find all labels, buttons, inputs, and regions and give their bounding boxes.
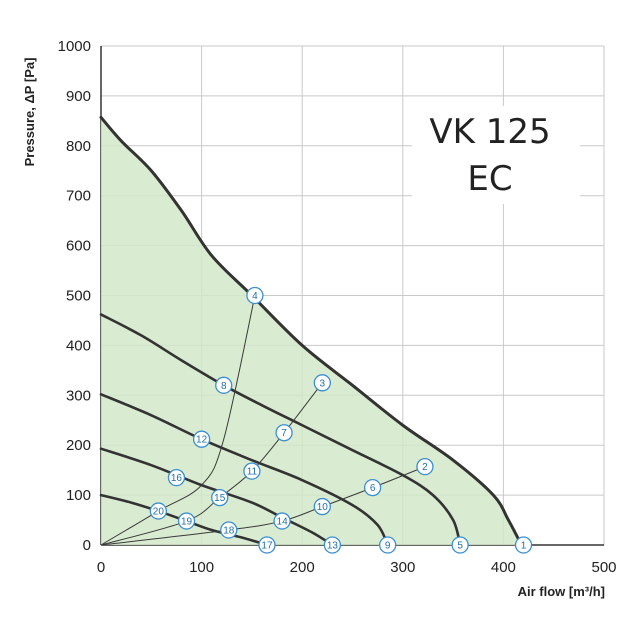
x-tick-label-3: 300 (390, 559, 415, 576)
marker-label-20: 20 (153, 507, 165, 518)
marker-9: 9 (379, 536, 397, 554)
marker-circle-5 (451, 536, 469, 554)
marker-circle-2 (416, 458, 434, 476)
marker-8: 8 (215, 376, 233, 394)
y-tick-label-8: 800 (66, 138, 91, 155)
marker-circle-17 (258, 536, 276, 554)
title-line-1: VK 125 (429, 112, 550, 152)
marker-13: 13 (323, 536, 342, 554)
marker-label-6: 6 (370, 483, 376, 494)
marker-label-13: 13 (327, 541, 339, 552)
y-tick-label-10: 1000 (58, 38, 91, 55)
marker-circle-9 (379, 536, 397, 554)
fan-curve-4 (99, 447, 334, 547)
marker-circle-15 (211, 488, 229, 507)
marker-label-10: 10 (317, 502, 329, 513)
marker-19: 19 (177, 512, 196, 530)
x-tick-label-1: 100 (189, 559, 214, 576)
fan-curve-3 (99, 393, 390, 547)
marker-15: 15 (211, 488, 229, 507)
marker-label-4: 4 (252, 291, 258, 302)
y-tick-label-0: 0 (83, 537, 91, 554)
marker-18: 18 (220, 521, 238, 539)
x-tick-label-2: 200 (290, 559, 315, 576)
marker-label-16: 16 (171, 473, 183, 484)
marker-circle-12 (192, 430, 211, 448)
marker-14: 14 (273, 512, 291, 530)
marker-4: 4 (246, 286, 264, 305)
y-tick-label-2: 200 (66, 437, 91, 454)
marker-circle-7 (275, 424, 293, 442)
marker-circle-1 (514, 536, 533, 554)
marker-label-19: 19 (181, 517, 193, 528)
system-line-1 (100, 295, 256, 546)
y-tick-label-9: 900 (66, 88, 91, 105)
y-tick-label-4: 400 (66, 337, 91, 354)
x-tick-label-4: 400 (491, 559, 516, 576)
y-tick-label-5: 500 (66, 288, 91, 305)
marker-6: 6 (363, 478, 382, 497)
marker-3: 3 (313, 374, 331, 392)
marker-label-14: 14 (277, 517, 289, 528)
marker-label-1: 1 (521, 541, 527, 552)
marker-circle-19 (177, 512, 196, 530)
marker-20: 20 (149, 502, 167, 520)
marker-17: 17 (258, 536, 276, 554)
marker-circle-11 (243, 462, 261, 480)
x-tick-label-5: 500 (591, 559, 616, 576)
marker-1: 1 (514, 536, 533, 554)
y-tick-label-7: 700 (66, 188, 91, 205)
marker-label-12: 12 (196, 435, 208, 446)
marker-circle-14 (273, 512, 291, 530)
marker-circle-20 (149, 502, 167, 520)
marker-10: 10 (313, 497, 331, 516)
title-line-2: EC (467, 159, 512, 199)
marker-12: 12 (192, 430, 211, 448)
marker-11: 11 (243, 462, 261, 480)
marker-circle-10 (313, 497, 331, 516)
marker-2: 2 (416, 458, 434, 476)
x-axis-label: Air flow [m³/h] (518, 584, 605, 599)
fan-curve-2 (99, 313, 462, 547)
fan-curve-1 (99, 115, 524, 547)
marker-16: 16 (167, 468, 186, 487)
marker-circle-3 (313, 374, 331, 392)
marker-7: 7 (275, 424, 293, 442)
marker-circle-6 (363, 478, 382, 497)
marker-label-5: 5 (457, 541, 463, 552)
marker-5: 5 (451, 536, 469, 554)
y-tick-label-3: 300 (66, 387, 91, 404)
y-axis-label: Pressure, ΔP [Pa] (22, 58, 37, 167)
marker-circle-16 (167, 468, 186, 487)
marker-circle-13 (323, 536, 342, 554)
marker-circle-18 (220, 521, 238, 539)
marker-label-8: 8 (221, 381, 227, 392)
marker-label-18: 18 (223, 526, 235, 537)
marker-label-3: 3 (320, 378, 326, 389)
y-tick-label-1: 100 (66, 487, 91, 504)
marker-label-11: 11 (247, 467, 258, 478)
marker-label-2: 2 (422, 462, 428, 473)
marker-label-9: 9 (385, 541, 391, 552)
y-tick-label-6: 600 (66, 238, 91, 255)
tick-labels: 0 100 200 300 400 500 600 700 800 900 1000 0 100 200 3… (58, 38, 617, 576)
marker-label-7: 7 (281, 428, 287, 439)
marker-label-15: 15 (214, 493, 226, 504)
marker-circle-4 (246, 286, 264, 305)
marker-circle-8 (215, 376, 233, 394)
x-tick-label-0: 0 (97, 559, 105, 576)
marker-label-17: 17 (261, 541, 273, 552)
title-backdrop (412, 106, 580, 204)
